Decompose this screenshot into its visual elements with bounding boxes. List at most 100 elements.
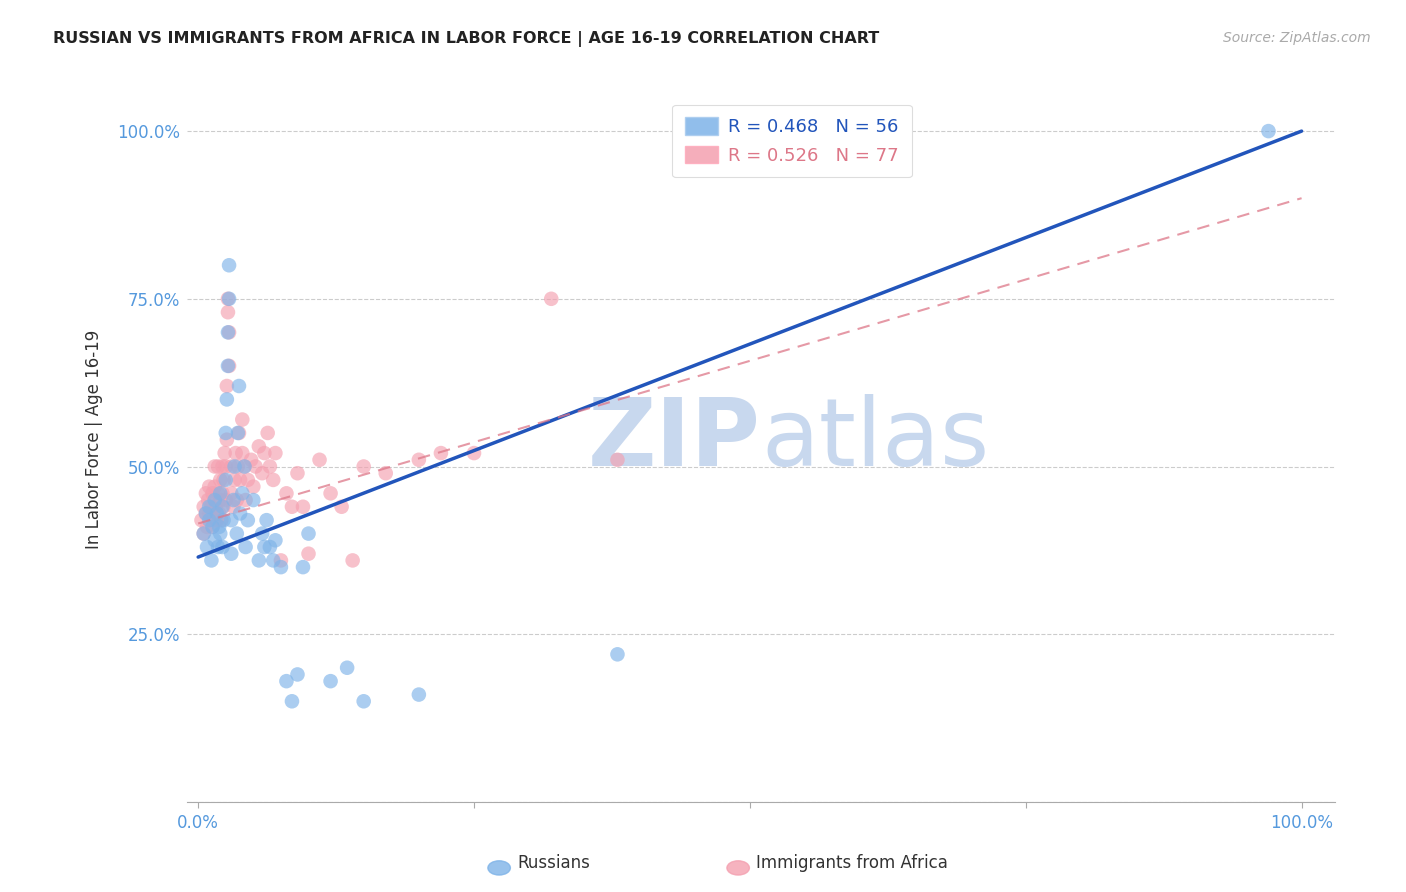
Point <box>195 520 218 534</box>
Point <box>374 467 396 481</box>
Point <box>253 446 276 460</box>
Point <box>215 473 238 487</box>
Point <box>207 459 229 474</box>
Point <box>264 533 287 548</box>
Point <box>208 520 231 534</box>
Point <box>201 520 224 534</box>
Point <box>198 507 221 521</box>
Point <box>201 520 224 534</box>
Point <box>212 473 235 487</box>
Point <box>193 526 215 541</box>
Point <box>408 452 430 467</box>
Point <box>228 379 250 393</box>
Point <box>225 526 247 541</box>
Point <box>211 500 233 514</box>
Point <box>212 513 235 527</box>
Point <box>231 446 253 460</box>
Point <box>253 540 276 554</box>
Text: Source: ZipAtlas.com: Source: ZipAtlas.com <box>1223 31 1371 45</box>
Point <box>215 392 238 407</box>
Point <box>430 446 453 460</box>
Point <box>197 493 219 508</box>
Point <box>235 540 257 554</box>
Point <box>231 486 253 500</box>
Point <box>209 486 232 500</box>
Point <box>276 674 298 689</box>
Point <box>205 507 228 521</box>
Point <box>204 459 226 474</box>
Point <box>215 379 238 393</box>
Point <box>225 446 247 460</box>
Point <box>194 507 217 521</box>
Point <box>242 480 264 494</box>
Point <box>205 513 228 527</box>
Point <box>217 359 239 373</box>
Point <box>215 433 238 447</box>
Point <box>319 674 342 689</box>
Point <box>198 500 221 514</box>
Point <box>224 473 246 487</box>
Point <box>208 507 231 521</box>
Point <box>245 459 267 474</box>
Point <box>297 547 319 561</box>
Point <box>463 446 485 460</box>
Point <box>211 459 233 474</box>
Point <box>229 473 252 487</box>
Text: Russians: Russians <box>517 855 591 872</box>
Point <box>224 459 246 474</box>
Point <box>236 473 259 487</box>
Point <box>233 459 256 474</box>
Point <box>211 486 233 500</box>
Y-axis label: In Labor Force | Age 16-19: In Labor Force | Age 16-19 <box>86 330 103 549</box>
Point <box>270 553 292 567</box>
Point <box>226 459 249 474</box>
Point <box>256 513 278 527</box>
Point <box>540 292 562 306</box>
Point <box>190 513 212 527</box>
Point <box>219 459 242 474</box>
Point <box>200 500 222 514</box>
Point <box>353 694 375 708</box>
Point <box>353 459 375 474</box>
Point <box>204 533 226 548</box>
Text: Immigrants from Africa: Immigrants from Africa <box>756 855 948 872</box>
Point <box>218 326 240 340</box>
Point <box>233 459 256 474</box>
Point <box>236 513 259 527</box>
Point <box>194 486 217 500</box>
Point <box>330 500 353 514</box>
Point <box>250 526 273 541</box>
Point <box>214 446 236 460</box>
Point <box>336 661 359 675</box>
Text: ZIP: ZIP <box>588 393 761 485</box>
Point <box>217 326 239 340</box>
Point <box>228 425 250 440</box>
Point <box>204 480 226 494</box>
Point <box>211 540 233 554</box>
Point <box>215 493 238 508</box>
Point <box>229 507 252 521</box>
Point <box>1257 124 1279 138</box>
Point <box>209 513 232 527</box>
Point <box>209 493 232 508</box>
Point <box>207 486 229 500</box>
Point <box>264 446 287 460</box>
Point <box>212 500 235 514</box>
Point <box>226 425 249 440</box>
Point <box>201 486 224 500</box>
Point <box>217 292 239 306</box>
Point <box>219 513 242 527</box>
Point <box>198 480 221 494</box>
Point <box>200 553 222 567</box>
Point <box>247 553 270 567</box>
Point <box>202 507 225 521</box>
Point <box>217 305 239 319</box>
Point <box>287 667 309 681</box>
Point <box>218 258 240 272</box>
Point <box>225 493 247 508</box>
Point <box>222 500 245 514</box>
Point <box>606 648 628 662</box>
Point <box>281 500 304 514</box>
Point <box>231 412 253 426</box>
Point <box>209 473 232 487</box>
